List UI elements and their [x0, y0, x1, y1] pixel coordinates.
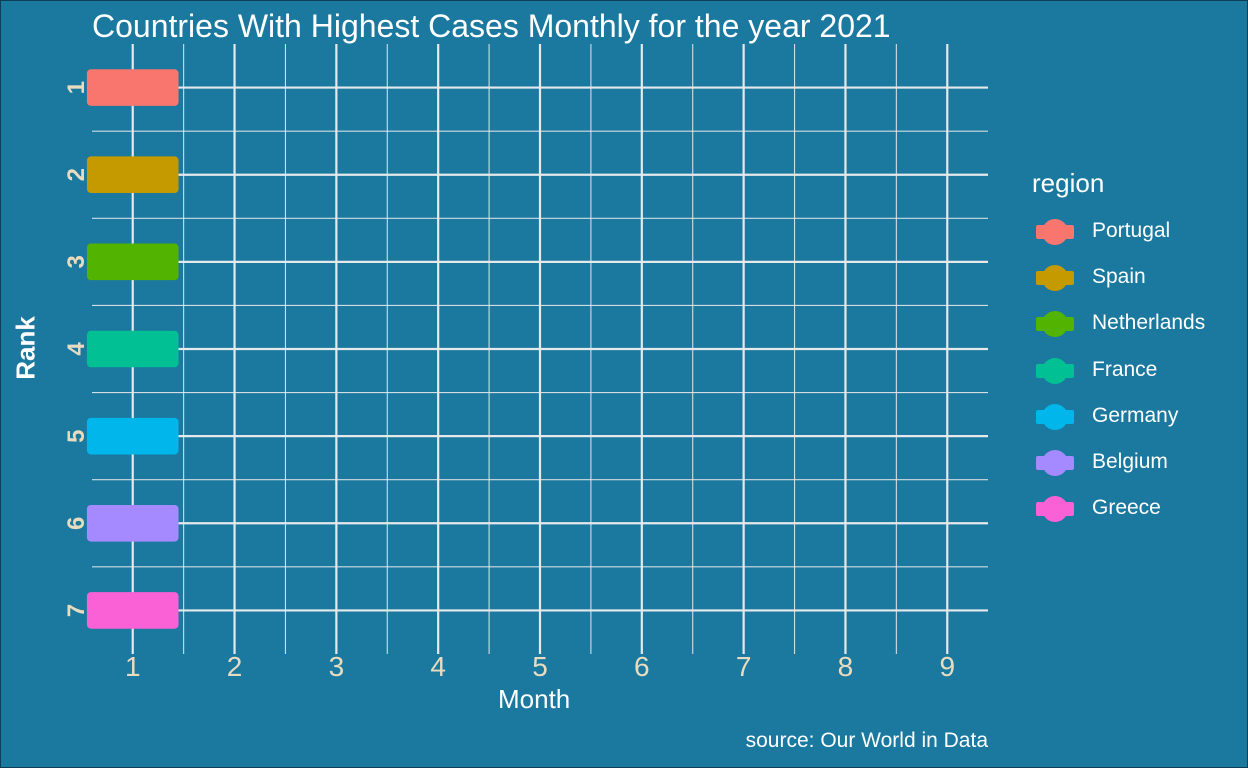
- legend-label: Spain: [1092, 265, 1146, 289]
- bar-germany: [86, 417, 179, 455]
- legend-label: Netherlands: [1092, 311, 1206, 335]
- legend-key-icon: [1036, 357, 1074, 384]
- bar-belgium: [86, 504, 179, 542]
- x-tick-label: 2: [227, 651, 243, 682]
- y-tick-label: 6: [63, 517, 90, 530]
- y-axis-label: Rank: [10, 316, 41, 380]
- legend-key-icon: [1036, 219, 1074, 245]
- legend-label: Germany: [1092, 403, 1179, 427]
- bar-spain: [86, 156, 179, 194]
- x-tick-label: 3: [329, 651, 345, 682]
- legend-label: Greece: [1092, 496, 1161, 520]
- legend-key-icon: [1036, 449, 1074, 476]
- x-tick-label: 9: [939, 651, 955, 682]
- legend-label: Portugal: [1092, 219, 1171, 242]
- legend-key-icon: [1036, 265, 1074, 292]
- bar-france: [86, 330, 179, 368]
- y-tick-label: 5: [63, 429, 90, 442]
- x-tick-label: 6: [634, 651, 650, 682]
- y-tick-label: 2: [63, 168, 90, 181]
- legend-key-icon: [1036, 311, 1074, 338]
- y-tick-label: 1: [63, 81, 90, 94]
- y-tick-label: 3: [63, 255, 90, 268]
- legend-title: region: [1032, 168, 1105, 198]
- legend-label: France: [1092, 357, 1158, 381]
- x-tick-label: 7: [736, 651, 752, 682]
- x-tick-label: 4: [430, 651, 446, 682]
- x-tick-label: 1: [125, 651, 141, 682]
- legend-label: Belgium: [1092, 449, 1168, 473]
- y-tick-label: 7: [63, 604, 90, 617]
- y-tick-label: 4: [63, 342, 90, 356]
- bar-netherlands: [86, 243, 179, 281]
- bar-greece: [86, 592, 179, 629]
- chart-title: Countries With Highest Cases Monthly for…: [92, 8, 891, 44]
- bar-portugal: [86, 69, 179, 106]
- x-axis-label: Month: [498, 684, 571, 714]
- legend-key-icon: [1036, 403, 1074, 430]
- legend-key-icon: [1036, 496, 1074, 523]
- x-tick-label: 5: [532, 651, 548, 682]
- x-tick-label: 8: [838, 651, 854, 682]
- source-caption: source: Our World in Data: [745, 729, 988, 752]
